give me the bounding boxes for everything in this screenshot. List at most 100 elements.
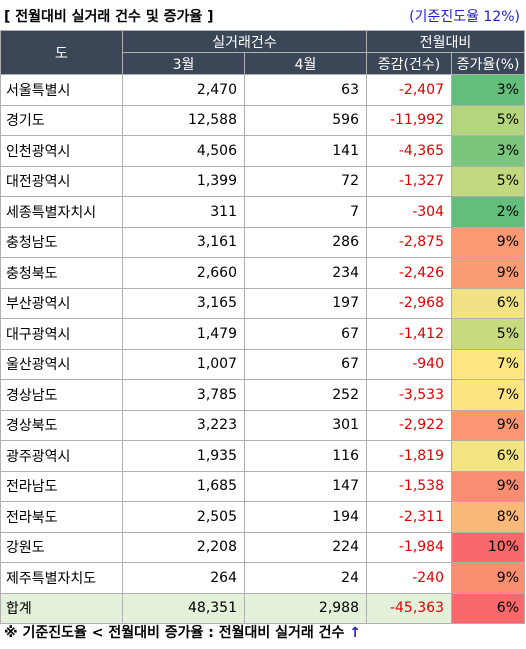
april-cell: 63 <box>244 74 367 106</box>
march-cell: 3,161 <box>122 226 245 258</box>
change-cell: -1,327 <box>366 165 452 197</box>
total-label: 합계 <box>0 592 123 624</box>
rate-cell: 9% <box>451 562 525 594</box>
table-row: 전라북도 2,505 194 -2,311 8% <box>0 501 525 533</box>
table-row: 충청북도 2,660 234 -2,426 9% <box>0 257 525 289</box>
total-row: 합계 48,351 2,988 -45,363 6% <box>0 592 525 624</box>
march-cell: 2,470 <box>122 74 245 106</box>
april-cell: 224 <box>244 531 367 563</box>
change-cell: -240 <box>366 562 452 594</box>
table-row: 전라남도 1,685 147 -1,538 9% <box>0 470 525 502</box>
region-cell: 경상남도 <box>0 379 123 411</box>
total-march: 48,351 <box>122 592 245 624</box>
region-cell: 서울특별시 <box>0 74 123 106</box>
change-cell: -1,819 <box>366 440 452 472</box>
march-cell: 2,660 <box>122 257 245 289</box>
rate-cell: 9% <box>451 470 525 502</box>
april-cell: 194 <box>244 501 367 533</box>
region-cell: 울산광역시 <box>0 348 123 380</box>
table-row: 강원도 2,208 224 -1,984 10% <box>0 531 525 563</box>
change-cell: -2,426 <box>366 257 452 289</box>
april-cell: 147 <box>244 470 367 502</box>
change-cell: -11,992 <box>366 104 452 136</box>
change-cell: -940 <box>366 348 452 380</box>
total-change: -45,363 <box>366 592 452 624</box>
change-cell: -304 <box>366 196 452 228</box>
region-cell: 대전광역시 <box>0 165 123 197</box>
march-cell: 2,208 <box>122 531 245 563</box>
march-cell: 3,223 <box>122 409 245 441</box>
change-cell: -2,875 <box>366 226 452 258</box>
march-cell: 264 <box>122 562 245 594</box>
march-cell: 1,479 <box>122 318 245 350</box>
region-cell: 광주광역시 <box>0 440 123 472</box>
footnote-text: ※ 기준진도율 < 전월대비 증가율 : 전월대비 실거래 건수 <box>4 625 345 641</box>
table-row: 서울특별시 2,470 63 -2,407 3% <box>0 74 525 106</box>
april-cell: 596 <box>244 104 367 136</box>
change-cell: -3,533 <box>366 379 452 411</box>
region-cell: 대구광역시 <box>0 318 123 350</box>
region-header: 도 <box>0 30 123 75</box>
rate-cell: 9% <box>451 409 525 441</box>
table-row: 울산광역시 1,007 67 -940 7% <box>0 348 525 380</box>
page-title: [ 전월대비 실거래 건수 및 증가율 ] <box>4 9 214 25</box>
table-row: 경기도 12,588 596 -11,992 5% <box>0 104 525 136</box>
total-rate: 6% <box>451 592 525 624</box>
up-arrow-icon: ↑ <box>349 625 362 641</box>
transaction-table: 도 실거래건수 전월대비 3월 4월 증감(건수) 증가율(%) 서울특별시 2,… <box>0 30 525 624</box>
march-cell: 311 <box>122 196 245 228</box>
march-cell: 3,165 <box>122 287 245 319</box>
april-header: 4월 <box>244 52 367 75</box>
region-cell: 충청북도 <box>0 257 123 289</box>
rate-cell: 10% <box>451 531 525 563</box>
table-body: 서울특별시 2,470 63 -2,407 3% 경기도 12,588 596 -11,992 5… <box>0 74 525 624</box>
rate-header: 증가율(%) <box>451 52 525 75</box>
april-cell: 252 <box>244 379 367 411</box>
table-row: 세종특별자치시 311 7 -304 2% <box>0 196 525 228</box>
table-row: 부산광역시 3,165 197 -2,968 6% <box>0 287 525 319</box>
region-cell: 전라북도 <box>0 501 123 533</box>
change-header: 증감(건수) <box>366 52 452 75</box>
change-cell: -2,311 <box>366 501 452 533</box>
april-cell: 197 <box>244 287 367 319</box>
trades-group-header: 실거래건수 <box>122 30 367 53</box>
change-cell: -1,538 <box>366 470 452 502</box>
region-cell: 세종특별자치시 <box>0 196 123 228</box>
change-cell: -2,922 <box>366 409 452 441</box>
rate-cell: 7% <box>451 348 525 380</box>
region-cell: 제주특별자치도 <box>0 562 123 594</box>
rate-cell: 3% <box>451 74 525 106</box>
table-row: 대전광역시 1,399 72 -1,327 5% <box>0 165 525 197</box>
rate-cell: 6% <box>451 287 525 319</box>
table-row: 광주광역시 1,935 116 -1,819 6% <box>0 440 525 472</box>
rate-cell: 9% <box>451 257 525 289</box>
table-row: 충청남도 3,161 286 -2,875 9% <box>0 226 525 258</box>
april-cell: 67 <box>244 348 367 380</box>
footnote: ※ 기준진도율 < 전월대비 증가율 : 전월대비 실거래 건수 ↑ <box>4 622 361 642</box>
rate-cell: 5% <box>451 165 525 197</box>
rate-cell: 3% <box>451 135 525 167</box>
base-rate-note: (기준진도율 12%) <box>409 9 520 25</box>
april-cell: 301 <box>244 409 367 441</box>
march-header: 3월 <box>122 52 245 75</box>
march-cell: 1,685 <box>122 470 245 502</box>
region-cell: 충청남도 <box>0 226 123 258</box>
rate-cell: 8% <box>451 501 525 533</box>
april-cell: 67 <box>244 318 367 350</box>
april-cell: 116 <box>244 440 367 472</box>
rate-cell: 7% <box>451 379 525 411</box>
region-cell: 부산광역시 <box>0 287 123 319</box>
april-cell: 72 <box>244 165 367 197</box>
march-cell: 1,399 <box>122 165 245 197</box>
march-cell: 4,506 <box>122 135 245 167</box>
table-row: 경상남도 3,785 252 -3,533 7% <box>0 379 525 411</box>
region-cell: 경상북도 <box>0 409 123 441</box>
table-row: 인천광역시 4,506 141 -4,365 3% <box>0 135 525 167</box>
region-cell: 강원도 <box>0 531 123 563</box>
rate-cell: 9% <box>451 226 525 258</box>
april-cell: 24 <box>244 562 367 594</box>
march-cell: 1,007 <box>122 348 245 380</box>
table-row: 경상북도 3,223 301 -2,922 9% <box>0 409 525 441</box>
april-cell: 7 <box>244 196 367 228</box>
mom-group-header: 전월대비 <box>366 30 525 53</box>
